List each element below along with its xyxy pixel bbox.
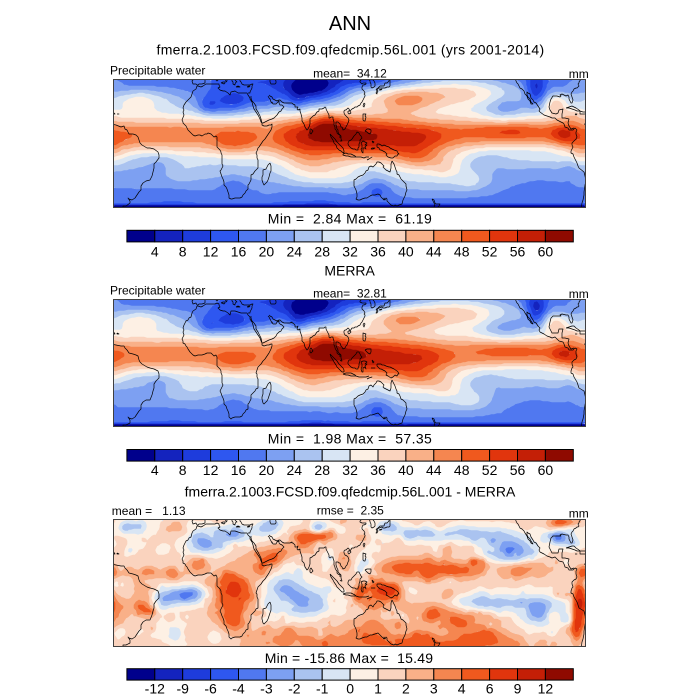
svg-text:fmerra.2.1003.FCSD.f09.qfedcmi: fmerra.2.1003.FCSD.f09.qfedcmip.56L.001 … <box>185 484 516 500</box>
svg-text:mean= 32.81: mean= 32.81 <box>313 286 387 300</box>
svg-text:16: 16 <box>231 243 247 259</box>
svg-text:28: 28 <box>314 243 330 259</box>
svg-text:52: 52 <box>482 462 498 478</box>
svg-text:60: 60 <box>538 243 554 259</box>
svg-text:Min = 2.84 Max = 61.19: Min = 2.84 Max = 61.19 <box>268 210 432 226</box>
svg-text:-4: -4 <box>232 681 245 697</box>
svg-text:60: 60 <box>538 462 554 478</box>
svg-text:1: 1 <box>374 681 382 697</box>
svg-text:24: 24 <box>287 462 303 478</box>
svg-text:rmse = 2.35: rmse = 2.35 <box>317 504 384 518</box>
svg-text:12: 12 <box>203 243 219 259</box>
svg-text:12: 12 <box>538 681 554 697</box>
svg-text:mean= 34.12: mean= 34.12 <box>313 66 387 80</box>
svg-text:4: 4 <box>458 681 466 697</box>
svg-text:Precipitable water: Precipitable water <box>110 283 205 297</box>
svg-text:-3: -3 <box>260 681 273 697</box>
svg-text:36: 36 <box>370 243 386 259</box>
svg-text:12: 12 <box>203 462 219 478</box>
svg-text:24: 24 <box>287 243 303 259</box>
svg-text:48: 48 <box>454 243 470 259</box>
svg-text:20: 20 <box>259 243 275 259</box>
svg-text:40: 40 <box>398 243 414 259</box>
svg-text:Precipitable water: Precipitable water <box>110 63 205 77</box>
svg-text:44: 44 <box>426 243 442 259</box>
svg-text:mm: mm <box>569 507 589 521</box>
svg-text:32: 32 <box>342 462 358 478</box>
svg-text:44: 44 <box>426 462 442 478</box>
svg-text:3: 3 <box>430 681 438 697</box>
svg-text:2: 2 <box>402 681 410 697</box>
svg-text:20: 20 <box>259 462 275 478</box>
svg-text:40: 40 <box>398 462 414 478</box>
svg-text:Min = 1.98 Max = 57.35: Min = 1.98 Max = 57.35 <box>268 431 432 447</box>
svg-text:56: 56 <box>510 243 526 259</box>
svg-text:mm: mm <box>569 287 589 301</box>
svg-text:Min = -15.86 Max = 15.49: Min = -15.86 Max = 15.49 <box>265 650 433 666</box>
svg-text:0: 0 <box>346 681 354 697</box>
svg-text:16: 16 <box>231 462 247 478</box>
svg-text:8: 8 <box>179 243 187 259</box>
svg-text:28: 28 <box>314 462 330 478</box>
svg-text:36: 36 <box>370 462 386 478</box>
svg-text:MERRA: MERRA <box>324 262 375 278</box>
svg-text:-1: -1 <box>316 681 329 697</box>
svg-text:6: 6 <box>486 681 494 697</box>
svg-text:fmerra.2.1003.FCSD.f09.qfedcmi: fmerra.2.1003.FCSD.f09.qfedcmip.56L.001 … <box>156 42 544 58</box>
svg-text:-2: -2 <box>288 681 301 697</box>
svg-text:4: 4 <box>151 462 159 478</box>
svg-text:-12: -12 <box>145 681 165 697</box>
svg-text:mean = 1.13: mean = 1.13 <box>112 504 186 518</box>
svg-text:ANN: ANN <box>329 13 371 35</box>
svg-text:56: 56 <box>510 462 526 478</box>
svg-text:-6: -6 <box>204 681 217 697</box>
svg-text:mm: mm <box>569 67 589 81</box>
svg-text:8: 8 <box>179 462 187 478</box>
svg-text:-9: -9 <box>176 681 189 697</box>
svg-text:52: 52 <box>482 243 498 259</box>
svg-text:48: 48 <box>454 462 470 478</box>
svg-text:9: 9 <box>514 681 522 697</box>
svg-text:32: 32 <box>342 243 358 259</box>
svg-text:4: 4 <box>151 243 159 259</box>
